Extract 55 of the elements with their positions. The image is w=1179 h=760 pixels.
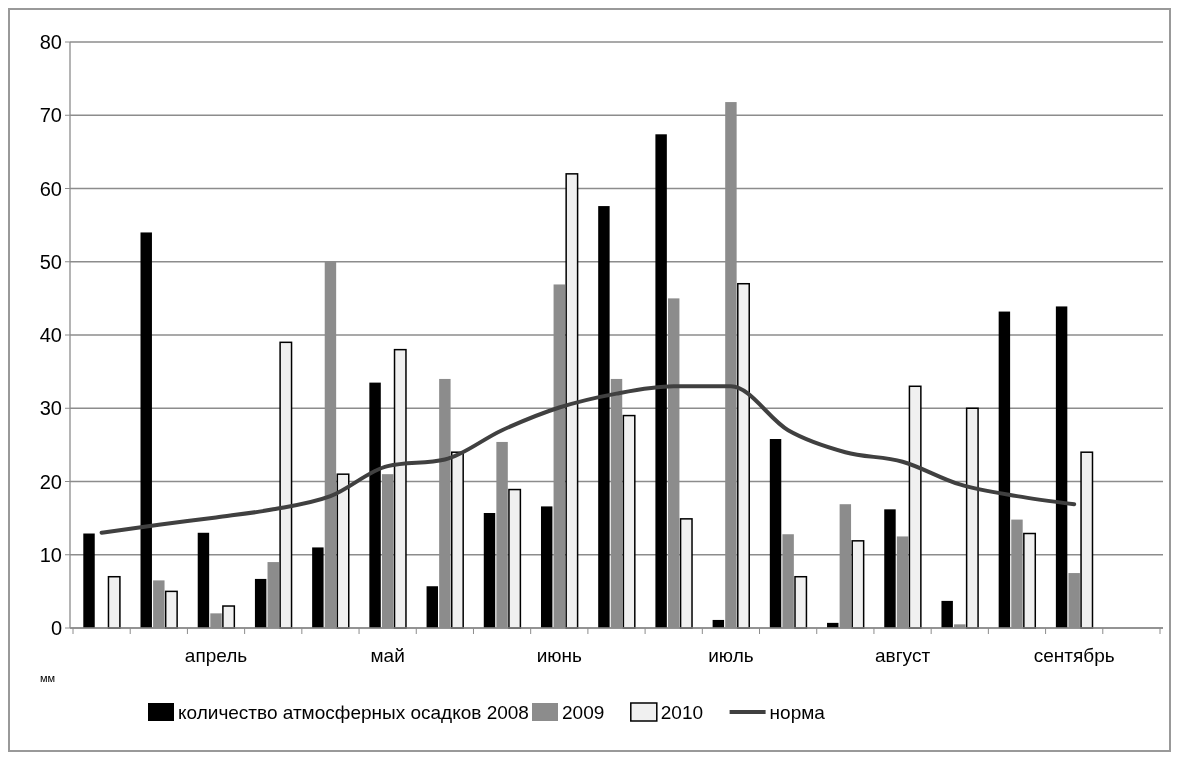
bar xyxy=(393,348,407,629)
x-tick-label: июль xyxy=(708,645,754,666)
bar xyxy=(737,282,750,629)
bar xyxy=(908,385,922,629)
bar xyxy=(622,414,636,629)
bar xyxy=(426,586,438,628)
y-tick-label: 50 xyxy=(39,250,62,273)
bar xyxy=(222,605,236,629)
bar xyxy=(941,600,953,628)
bar xyxy=(655,134,667,628)
bar xyxy=(450,451,464,629)
bar xyxy=(83,533,95,628)
legend-label: 2009 xyxy=(562,701,605,723)
bar xyxy=(1055,306,1068,628)
y-tick-label: 70 xyxy=(39,104,62,127)
bar xyxy=(540,506,553,628)
bar xyxy=(965,407,979,629)
bar xyxy=(369,382,381,628)
bar xyxy=(884,509,896,628)
bar xyxy=(679,518,693,629)
y-axis-title: мм xyxy=(40,672,56,684)
y-tick-label: 0 xyxy=(50,617,62,639)
bar xyxy=(312,547,324,628)
bar xyxy=(794,575,808,629)
y-tick-label: 30 xyxy=(39,397,62,420)
bar xyxy=(1080,451,1094,629)
y-tick-label: 60 xyxy=(39,177,62,200)
y-tick-label: 20 xyxy=(39,470,62,493)
x-tick-label: июнь xyxy=(536,645,583,666)
x-tick-label: май xyxy=(370,645,405,666)
bar xyxy=(565,173,579,629)
bar xyxy=(769,439,782,628)
bar xyxy=(140,232,152,628)
bar xyxy=(508,488,522,629)
legend-label: количество атмосферных осадков 2008 xyxy=(178,701,529,723)
bar xyxy=(1023,532,1037,629)
x-tick-label: август xyxy=(875,645,931,666)
bar xyxy=(998,311,1011,628)
x-tick-label: апрель xyxy=(184,645,248,666)
line-series xyxy=(99,384,1077,535)
bar xyxy=(279,341,293,629)
bar xyxy=(254,578,267,628)
y-tick-label: 10 xyxy=(39,543,62,566)
bar xyxy=(598,206,610,628)
bar xyxy=(164,590,178,629)
bar xyxy=(107,575,121,629)
x-tick-label: сентябрь xyxy=(1033,645,1115,666)
legend-label: 2010 xyxy=(660,701,704,723)
bar xyxy=(336,473,350,629)
y-tick-label: 40 xyxy=(39,324,62,346)
bar xyxy=(197,532,210,628)
y-tick-label: 80 xyxy=(39,31,62,53)
bar xyxy=(483,513,496,628)
bar xyxy=(851,540,865,629)
legend-label: норма xyxy=(769,701,826,723)
